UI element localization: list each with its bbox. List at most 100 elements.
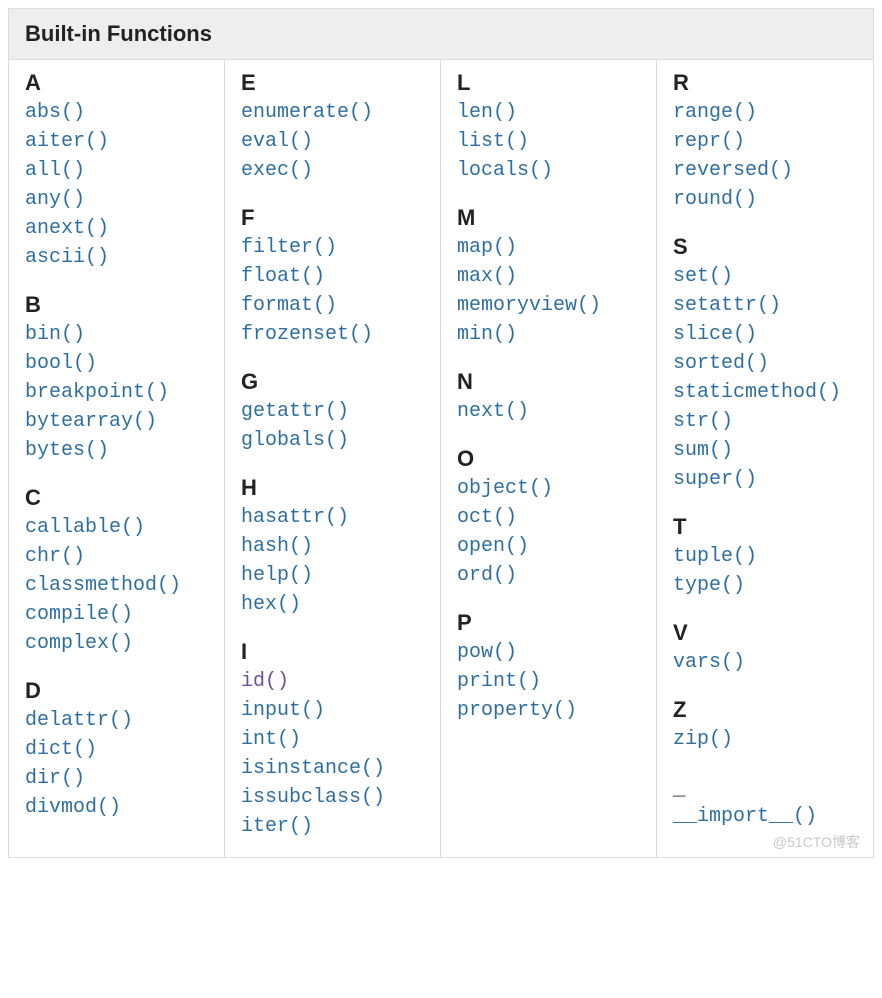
function-link[interactable]: memoryview() [457, 291, 640, 320]
function-link[interactable]: property() [457, 696, 640, 725]
function-link[interactable]: issubclass() [241, 783, 424, 812]
function-link[interactable]: next() [457, 397, 640, 426]
function-link[interactable]: str() [673, 407, 857, 436]
function-link[interactable]: help() [241, 561, 424, 590]
letter-group: Zzip() [673, 697, 857, 754]
function-link[interactable]: ord() [457, 561, 640, 590]
function-link[interactable]: dir() [25, 764, 208, 793]
letter-group: Nnext() [457, 369, 640, 426]
function-link[interactable]: int() [241, 725, 424, 754]
function-link[interactable]: globals() [241, 426, 424, 455]
letter-heading: Z [673, 697, 857, 723]
letter-group: Bbin()bool()breakpoint()bytearray()bytes… [25, 292, 208, 465]
function-link[interactable]: super() [673, 465, 857, 494]
function-link[interactable]: reversed() [673, 156, 857, 185]
function-link[interactable]: print() [457, 667, 640, 696]
function-link[interactable]: classmethod() [25, 571, 208, 600]
letter-heading: M [457, 205, 640, 231]
function-link[interactable]: iter() [241, 812, 424, 841]
function-link[interactable]: min() [457, 320, 640, 349]
letter-group: Ffilter()float()format()frozenset() [241, 205, 424, 349]
function-link[interactable]: complex() [25, 629, 208, 658]
function-link[interactable]: frozenset() [241, 320, 424, 349]
letter-group: Oobject()oct()open()ord() [457, 446, 640, 590]
function-link[interactable]: bytearray() [25, 407, 208, 436]
function-link[interactable]: sum() [673, 436, 857, 465]
function-link[interactable]: vars() [673, 648, 857, 677]
function-link[interactable]: list() [457, 127, 640, 156]
function-link[interactable]: dict() [25, 735, 208, 764]
function-link[interactable]: range() [673, 98, 857, 127]
function-link[interactable]: exec() [241, 156, 424, 185]
function-link[interactable]: object() [457, 474, 640, 503]
letter-group: Llen()list()locals() [457, 70, 640, 185]
letter-heading: V [673, 620, 857, 646]
function-link[interactable]: filter() [241, 233, 424, 262]
function-link[interactable]: oct() [457, 503, 640, 532]
letter-group: Aabs()aiter()all()any()anext()ascii() [25, 70, 208, 272]
function-link[interactable]: tuple() [673, 542, 857, 571]
function-link[interactable]: bytes() [25, 436, 208, 465]
letter-heading: P [457, 610, 640, 636]
function-link[interactable]: chr() [25, 542, 208, 571]
function-link[interactable]: set() [673, 262, 857, 291]
function-link[interactable]: id() [241, 667, 424, 696]
page: Built-in Functions Aabs()aiter()all()any… [8, 8, 874, 858]
function-link[interactable]: pow() [457, 638, 640, 667]
function-link[interactable]: abs() [25, 98, 208, 127]
function-link[interactable]: input() [241, 696, 424, 725]
function-link[interactable]: aiter() [25, 127, 208, 156]
function-link[interactable]: hasattr() [241, 503, 424, 532]
function-link[interactable]: bin() [25, 320, 208, 349]
function-link[interactable]: hash() [241, 532, 424, 561]
letter-heading: O [457, 446, 640, 472]
function-link[interactable]: any() [25, 185, 208, 214]
function-link[interactable]: enumerate() [241, 98, 424, 127]
letter-group: Mmap()max()memoryview()min() [457, 205, 640, 349]
letter-group: Ppow()print()property() [457, 610, 640, 725]
letter-group: Rrange()repr()reversed()round() [673, 70, 857, 214]
function-link[interactable]: type() [673, 571, 857, 600]
function-link[interactable]: getattr() [241, 397, 424, 426]
function-link[interactable]: slice() [673, 320, 857, 349]
function-link[interactable]: open() [457, 532, 640, 561]
function-link[interactable]: delattr() [25, 706, 208, 735]
letter-heading: B [25, 292, 208, 318]
letter-heading: D [25, 678, 208, 704]
function-link[interactable]: ascii() [25, 243, 208, 272]
function-link[interactable]: setattr() [673, 291, 857, 320]
letter-heading: E [241, 70, 424, 96]
function-link[interactable]: callable() [25, 513, 208, 542]
letter-group: Vvars() [673, 620, 857, 677]
function-link[interactable]: len() [457, 98, 640, 127]
function-link[interactable]: all() [25, 156, 208, 185]
function-link[interactable]: anext() [25, 214, 208, 243]
function-link[interactable]: bool() [25, 349, 208, 378]
function-link[interactable]: breakpoint() [25, 378, 208, 407]
function-link[interactable]: divmod() [25, 793, 208, 822]
function-link[interactable]: format() [241, 291, 424, 320]
letter-heading: F [241, 205, 424, 231]
column: Aabs()aiter()all()any()anext()ascii() Bbi… [9, 60, 225, 857]
table-title: Built-in Functions [25, 21, 212, 46]
function-link[interactable]: round() [673, 185, 857, 214]
letter-heading: H [241, 475, 424, 501]
function-link[interactable]: zip() [673, 725, 857, 754]
function-link[interactable]: __import__() [673, 802, 857, 831]
letter-heading: S [673, 234, 857, 260]
function-link[interactable]: hex() [241, 590, 424, 619]
letter-group: Ccallable()chr()classmethod()compile()co… [25, 485, 208, 658]
function-link[interactable]: sorted() [673, 349, 857, 378]
function-link[interactable]: max() [457, 262, 640, 291]
function-link[interactable]: float() [241, 262, 424, 291]
letter-heading: R [673, 70, 857, 96]
function-link[interactable]: compile() [25, 600, 208, 629]
function-link[interactable]: repr() [673, 127, 857, 156]
function-link[interactable]: map() [457, 233, 640, 262]
letter-heading: N [457, 369, 640, 395]
function-link[interactable]: locals() [457, 156, 640, 185]
letter-heading: G [241, 369, 424, 395]
function-link[interactable]: isinstance() [241, 754, 424, 783]
function-link[interactable]: staticmethod() [673, 378, 857, 407]
function-link[interactable]: eval() [241, 127, 424, 156]
